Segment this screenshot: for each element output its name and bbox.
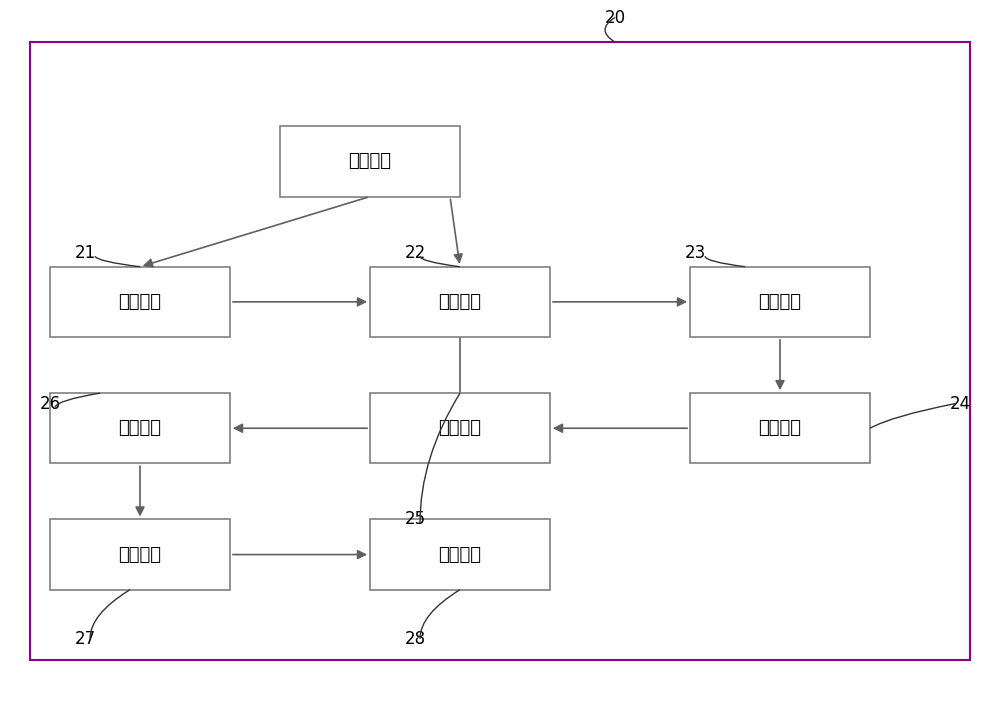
Text: 28: 28	[404, 630, 426, 648]
FancyBboxPatch shape	[50, 519, 230, 590]
Text: 提取模块: 提取模块	[119, 419, 162, 437]
Text: 26: 26	[39, 395, 61, 413]
FancyBboxPatch shape	[370, 393, 550, 463]
Text: 21: 21	[74, 244, 96, 262]
Text: 获取模块: 获取模块	[119, 293, 162, 311]
FancyBboxPatch shape	[370, 267, 550, 337]
FancyBboxPatch shape	[370, 519, 550, 590]
Text: 拟合模块: 拟合模块	[119, 545, 162, 564]
Text: 旋转模块: 旋转模块	[758, 419, 801, 437]
Text: 23: 23	[684, 244, 706, 262]
FancyBboxPatch shape	[50, 393, 230, 463]
Text: 24: 24	[949, 395, 971, 413]
Text: 27: 27	[74, 630, 96, 648]
Text: 判断模块: 判断模块	[758, 293, 801, 311]
Text: 投影模块: 投影模块	[438, 419, 481, 437]
FancyBboxPatch shape	[30, 42, 970, 660]
Text: 22: 22	[404, 244, 426, 262]
FancyBboxPatch shape	[690, 393, 870, 463]
FancyBboxPatch shape	[690, 267, 870, 337]
Text: 构造模块: 构造模块	[438, 545, 481, 564]
Text: 精简模块: 精简模块	[349, 152, 392, 171]
Text: 确定模块: 确定模块	[438, 293, 481, 311]
FancyBboxPatch shape	[50, 267, 230, 337]
FancyBboxPatch shape	[280, 126, 460, 197]
Text: 20: 20	[604, 8, 626, 27]
Text: 25: 25	[404, 510, 426, 529]
